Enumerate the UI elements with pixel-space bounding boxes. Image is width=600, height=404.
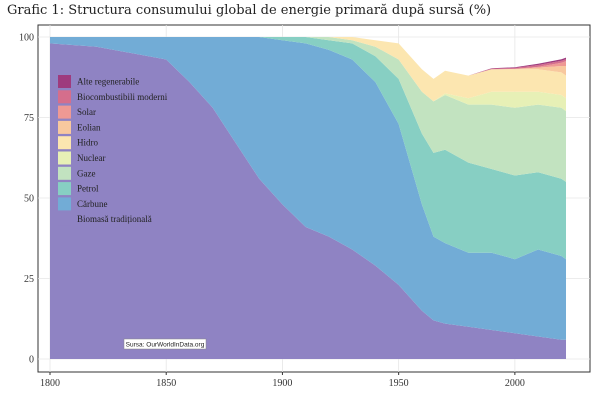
- legend-swatch: [58, 90, 71, 104]
- x-tick-label: 1800: [40, 378, 60, 389]
- legend-swatch: [58, 105, 71, 119]
- area-nuclear: [50, 37, 566, 112]
- legend-label: Gaze: [77, 168, 95, 178]
- y-tick-label: 0: [29, 355, 34, 366]
- area-petrol: [50, 37, 566, 260]
- legend-swatch: [58, 212, 71, 226]
- area-carbune: [50, 37, 566, 340]
- legend-label: Solar: [77, 107, 96, 117]
- y-tick-label: 100: [19, 33, 34, 44]
- source-note: Sursa: OurWorldInData.org: [126, 342, 205, 349]
- legend-swatch: [58, 182, 71, 196]
- legend-swatch: [58, 120, 71, 134]
- x-tick-label: 1950: [389, 378, 409, 389]
- chart-title: Grafic 1: Structura consumului global de…: [7, 3, 492, 18]
- y-tick-label: 50: [24, 194, 34, 205]
- legend-label: Nuclear: [77, 153, 105, 163]
- area-hidro: [50, 37, 566, 102]
- area-gaze: [50, 37, 566, 182]
- legend-label: Hidro: [77, 138, 98, 148]
- legend-label: Cărbune: [77, 199, 108, 209]
- y-tick-label: 75: [24, 113, 34, 124]
- legend-label: Alte regenerabile: [77, 77, 139, 87]
- legend-label: Biomasă tradițională: [77, 214, 152, 224]
- legend-swatch: [58, 75, 71, 88]
- y-tick-label: 25: [24, 274, 34, 285]
- legend-label: Eolian: [77, 122, 101, 132]
- x-tick-label: 2000: [505, 378, 525, 389]
- source-box: [123, 338, 207, 350]
- legend-swatch: [58, 151, 71, 165]
- legend-swatch: [58, 197, 71, 211]
- x-tick-label: 1900: [272, 378, 292, 389]
- area-biomasa-traditionala: [50, 43, 566, 360]
- legend-swatch: [58, 166, 71, 180]
- legend-swatch: [58, 136, 71, 150]
- x-tick-label: 1850: [156, 378, 176, 389]
- legend-label: Biocombustibili moderni: [77, 92, 168, 102]
- legend-label: Petrol: [77, 184, 99, 194]
